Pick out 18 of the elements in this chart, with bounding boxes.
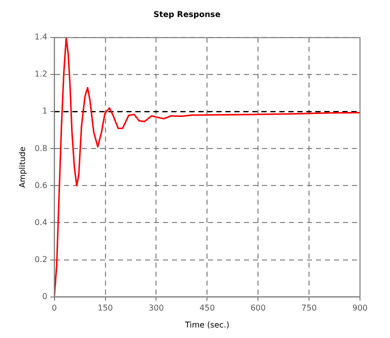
- y-tick-label: 0: [42, 292, 48, 301]
- y-axis-title: Amplitude: [18, 146, 27, 188]
- y-tick-label: 0.2: [34, 254, 48, 264]
- x-tick-label: 0: [52, 304, 57, 313]
- y-tick-label: 0.4: [34, 218, 48, 227]
- x-tick-label: 150: [98, 304, 113, 313]
- y-tick-label: 0.6: [34, 180, 48, 190]
- x-tick-label: 900: [352, 304, 368, 313]
- y-tick-label: 1.4: [34, 32, 48, 42]
- y-tick-label: 0.8: [34, 144, 48, 153]
- x-axis-title: Time (sec.): [184, 320, 230, 330]
- x-tick-label: 600: [250, 304, 266, 313]
- x-tick-label: 750: [301, 304, 317, 313]
- y-tick-label: 1: [42, 106, 48, 116]
- x-tick-label: 450: [200, 304, 215, 313]
- x-tick-label: 300: [148, 304, 164, 313]
- y-tick-label: 1.2: [34, 70, 48, 79]
- chart-title: Step Response: [154, 10, 222, 19]
